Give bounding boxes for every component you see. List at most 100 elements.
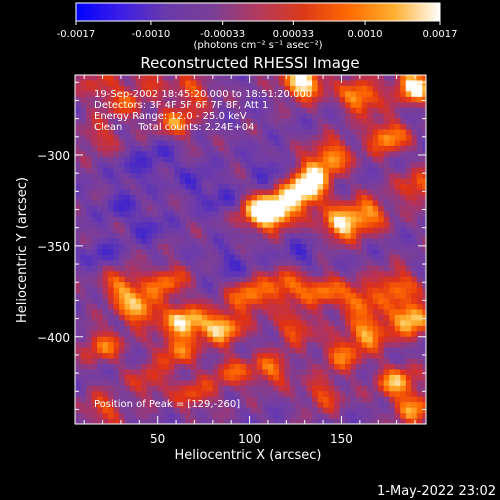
y-tick-label: −300 bbox=[37, 149, 70, 163]
heatmap-cell bbox=[245, 167, 253, 174]
heatmap-cell bbox=[91, 113, 98, 120]
heatmap-cell bbox=[119, 233, 126, 240]
heatmap-cell bbox=[411, 374, 418, 381]
heatmap-cell bbox=[301, 342, 308, 349]
heatmap-cell bbox=[356, 331, 363, 338]
heatmap-cell bbox=[97, 396, 104, 403]
heatmap-cell bbox=[312, 233, 319, 240]
heatmap-cell bbox=[196, 402, 203, 409]
heatmap-cell bbox=[229, 320, 236, 327]
heatmap-cell bbox=[323, 129, 330, 136]
heatmap-cell bbox=[185, 107, 192, 114]
heatmap-cell bbox=[185, 265, 192, 272]
heatmap-cell bbox=[290, 287, 297, 294]
heatmap-cell bbox=[168, 145, 175, 152]
heatmap-cell bbox=[256, 151, 264, 158]
heatmap-cell bbox=[152, 145, 159, 152]
heatmap-cell bbox=[97, 293, 104, 300]
heatmap-cell bbox=[389, 194, 396, 202]
heatmap-cell bbox=[185, 162, 192, 169]
heatmap-cell bbox=[301, 113, 308, 120]
heatmap-cell bbox=[108, 227, 115, 234]
heatmap-cell bbox=[367, 407, 374, 414]
heatmap-cell bbox=[334, 178, 341, 185]
heatmap-cell bbox=[356, 260, 363, 267]
heatmap-cell bbox=[372, 156, 379, 163]
heatmap-cell bbox=[113, 293, 120, 300]
heatmap-cell bbox=[212, 374, 219, 381]
heatmap-cell bbox=[273, 331, 280, 338]
heatmap-cell bbox=[278, 304, 286, 311]
heatmap-cell bbox=[179, 320, 186, 327]
heatmap-cell bbox=[190, 140, 197, 147]
heatmap-cell bbox=[80, 91, 87, 98]
heatmap-cell bbox=[345, 385, 352, 392]
heatmap-cell bbox=[295, 369, 302, 376]
heatmap-cell bbox=[416, 134, 423, 142]
heatmap-cell bbox=[113, 374, 120, 381]
heatmap-cell bbox=[328, 304, 335, 311]
heatmap-cell bbox=[306, 364, 313, 371]
heatmap-cell bbox=[273, 222, 280, 229]
heatmap-cell bbox=[372, 385, 379, 392]
heatmap-cell bbox=[356, 364, 363, 371]
heatmap-cell bbox=[405, 184, 412, 191]
heatmap-cell bbox=[356, 178, 363, 185]
heatmap-cell bbox=[378, 304, 385, 311]
heatmap-cell bbox=[97, 227, 104, 234]
heatmap-cell bbox=[389, 85, 396, 92]
heatmap-cell bbox=[174, 331, 181, 338]
heatmap-cell bbox=[196, 254, 203, 262]
heatmap-cell bbox=[278, 156, 286, 163]
heatmap-cell bbox=[207, 342, 214, 349]
heatmap-cell bbox=[328, 80, 335, 87]
heatmap-cell bbox=[422, 369, 426, 376]
heatmap-cell bbox=[179, 91, 186, 98]
heatmap-cell bbox=[163, 249, 170, 256]
heatmap-cell bbox=[278, 418, 286, 424]
heatmap-cell bbox=[256, 189, 264, 196]
heatmap-cell bbox=[97, 91, 104, 98]
heatmap-cell bbox=[284, 347, 291, 354]
heatmap-cell bbox=[130, 184, 137, 191]
heatmap-cell bbox=[422, 331, 426, 338]
heatmap-cell bbox=[323, 178, 330, 185]
heatmap-cell bbox=[212, 254, 219, 262]
heatmap-cell bbox=[405, 353, 412, 360]
heatmap-cell bbox=[157, 102, 164, 109]
heatmap-cell bbox=[174, 134, 181, 142]
heatmap-cell bbox=[212, 238, 219, 245]
heatmap-cell bbox=[240, 113, 247, 120]
heatmap-cell bbox=[157, 244, 164, 251]
heatmap-cell bbox=[278, 358, 286, 365]
heatmap-cell bbox=[212, 96, 219, 103]
heatmap-cell bbox=[229, 364, 236, 371]
heatmap-cell bbox=[328, 145, 335, 152]
heatmap-cell bbox=[141, 238, 148, 245]
heatmap-cell bbox=[190, 374, 197, 381]
heatmap-cell bbox=[245, 353, 253, 360]
heatmap-cell bbox=[323, 353, 330, 360]
heatmap-cell bbox=[113, 391, 120, 398]
heatmap-cell bbox=[212, 342, 219, 349]
heatmap-cell bbox=[185, 118, 192, 125]
heatmap-cell bbox=[422, 205, 426, 212]
heatmap-cell bbox=[334, 184, 341, 191]
heatmap-cell bbox=[416, 167, 423, 174]
heatmap-cell bbox=[91, 102, 98, 109]
heatmap-cell bbox=[80, 380, 87, 387]
heatmap-cell bbox=[306, 238, 313, 245]
heatmap-cell bbox=[284, 75, 291, 82]
heatmap-cell bbox=[207, 413, 214, 420]
heatmap-cell bbox=[108, 282, 115, 289]
heatmap-cell bbox=[323, 314, 330, 321]
heatmap-cell bbox=[135, 118, 142, 125]
heatmap-cell bbox=[383, 167, 390, 174]
heatmap-cell bbox=[207, 309, 214, 316]
heatmap-cell bbox=[422, 134, 426, 142]
heatmap-cell bbox=[201, 75, 208, 82]
heatmap-cell bbox=[207, 287, 214, 294]
heatmap-cell bbox=[240, 353, 247, 360]
heatmap-cell bbox=[278, 91, 286, 98]
heatmap-cell bbox=[190, 287, 197, 294]
